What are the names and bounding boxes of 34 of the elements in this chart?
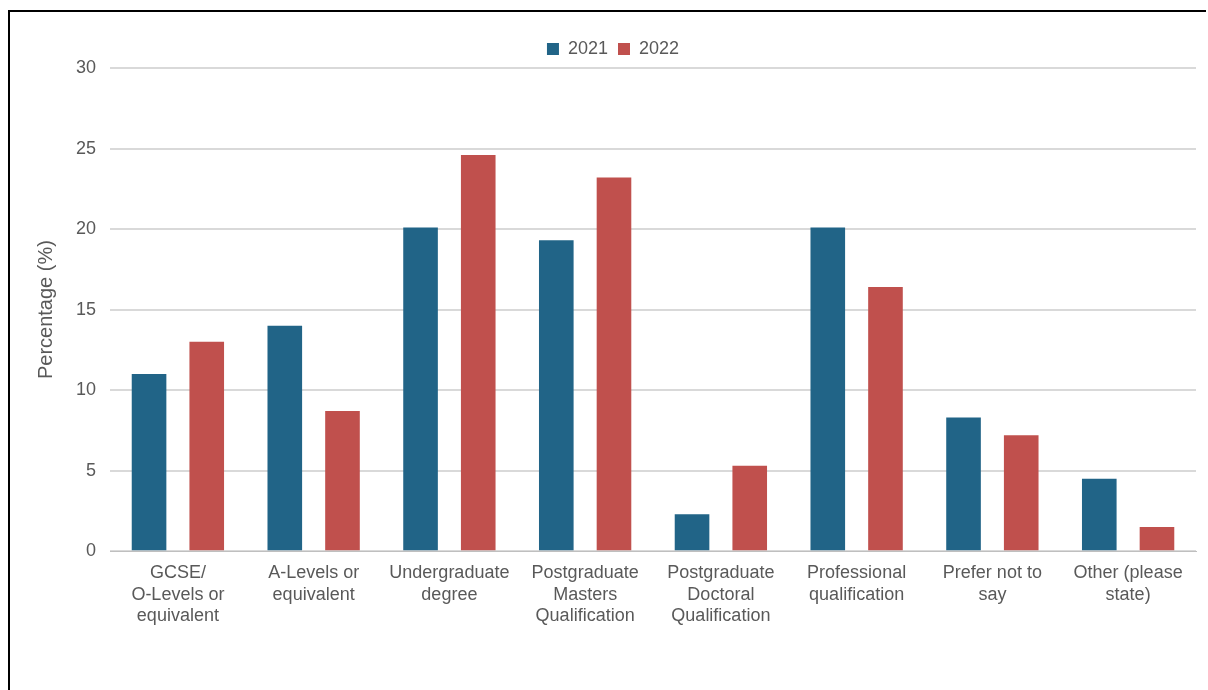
legend-label: 2022	[639, 37, 680, 58]
bar	[810, 227, 846, 551]
bar	[1003, 435, 1039, 551]
bar	[674, 514, 710, 551]
x-tick-label: Prefer not to say	[942, 561, 1042, 604]
bar	[325, 411, 360, 551]
x-tick-label: Postgraduate Masters Qualification	[531, 561, 639, 626]
y-tick-label: 30	[75, 56, 97, 77]
y-axis-title: Percentage (%)	[33, 240, 56, 380]
y-tick-label: 10	[75, 379, 97, 400]
y-tick-label: 20	[75, 218, 97, 239]
x-tick-label: Other (please state)	[1073, 561, 1183, 604]
y-tick-label: 15	[75, 298, 97, 319]
bar	[131, 374, 167, 551]
y-tick-label: 5	[86, 459, 97, 480]
bar	[1081, 478, 1117, 551]
bar	[1139, 527, 1175, 551]
x-tick-label: Undergraduate degree	[389, 561, 510, 604]
bar	[868, 287, 903, 551]
bar	[403, 227, 438, 551]
bar	[732, 465, 768, 551]
x-tick-label: A-Levels or equivalent	[268, 561, 360, 604]
x-tick-label: GCSE/ O-Levels or equivalent	[131, 561, 225, 626]
bar	[267, 325, 303, 551]
bar	[460, 154, 496, 551]
legend-label: 2021	[567, 37, 608, 58]
x-tick-label: Professional qualification	[807, 561, 907, 604]
y-tick-label: 25	[75, 137, 97, 158]
bar	[189, 341, 225, 551]
y-tick-label: 0	[86, 540, 97, 561]
bar	[946, 417, 981, 551]
x-tick-label: Postgraduate Doctoral Qualification	[667, 561, 775, 626]
bar	[538, 240, 574, 551]
bar	[596, 177, 632, 551]
